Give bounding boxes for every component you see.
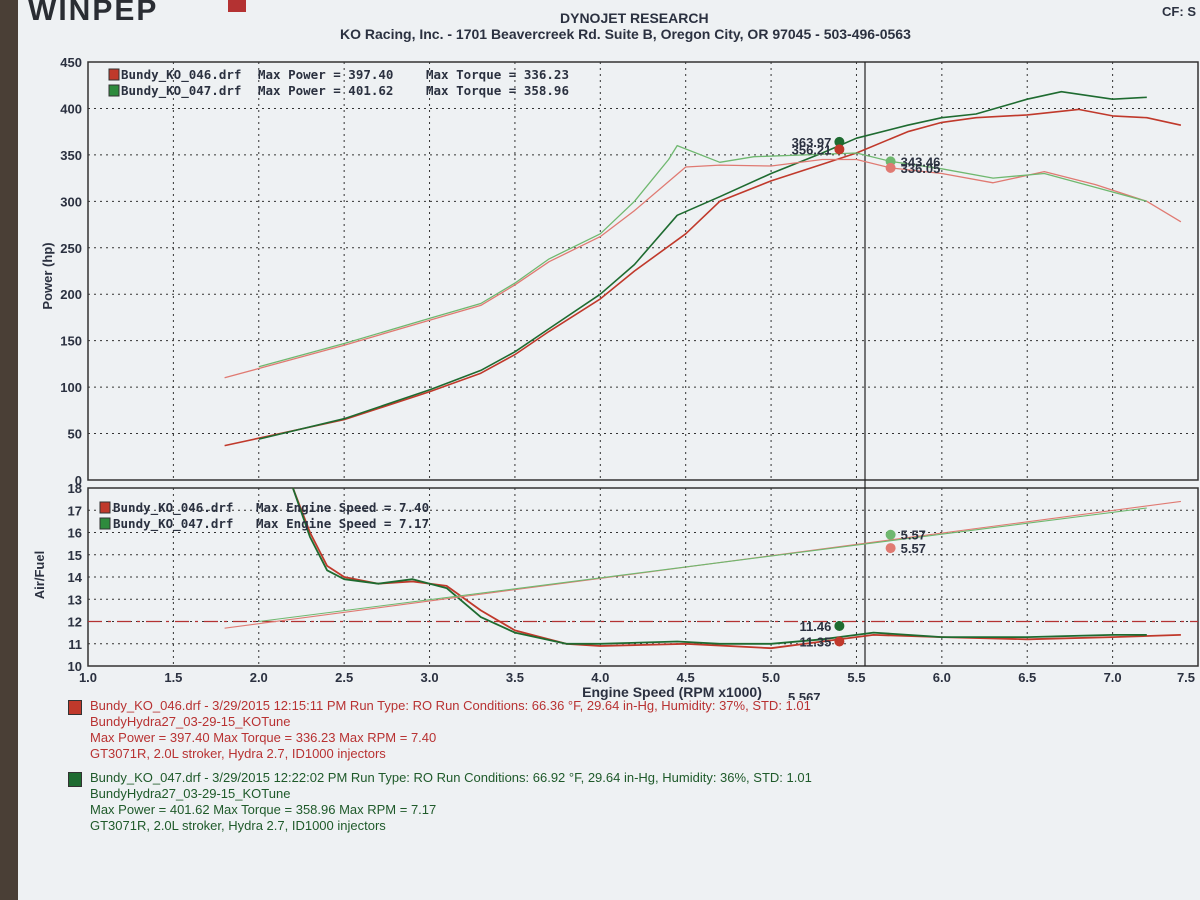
x-tick-label: 6.5 — [1018, 670, 1036, 685]
run-047-line4: GT3071R, 2.0L stroker, Hydra 2.7, ID1000… — [90, 818, 386, 833]
power-marker-label: 356.21 — [792, 142, 832, 157]
run-detail-047: Bundy_KO_047.drf - 3/29/2015 12:22:02 PM… — [68, 770, 812, 834]
afr-tick-label: 16 — [68, 526, 82, 541]
afr-tick-label: 15 — [68, 548, 82, 563]
afr-marker-dot — [885, 529, 896, 540]
power-tick-label: 300 — [60, 194, 82, 209]
x-tick-label: 3.5 — [506, 670, 524, 685]
run-046-line2: BundyHydra27_03-29-15_KOTune — [90, 714, 291, 729]
power-grid — [87, 61, 1199, 481]
power-marker-label: 336.05 — [901, 161, 941, 176]
x-tick-label: 7.5 — [1177, 670, 1195, 685]
torque-series-046 — [224, 158, 1182, 379]
winpep-logo: WINPEP — [28, 0, 159, 27]
legend-maxpower-046: Max Power = 397.40 — [258, 67, 393, 82]
power-series-046 — [224, 108, 1182, 447]
afr-legend-swatch-046 — [99, 501, 111, 514]
company-address: KO Racing, Inc. - 1701 Beavercreek Rd. S… — [340, 26, 911, 42]
run-swatch-047-icon — [68, 772, 82, 787]
correction-factor-label: CF: S — [1162, 4, 1196, 19]
x-tick-label: 2.0 — [250, 670, 268, 685]
power-tick-label: 150 — [60, 334, 82, 349]
logo-mark-icon — [228, 0, 246, 12]
run-details: Bundy_KO_046.drf - 3/29/2015 12:15:11 PM… — [68, 698, 812, 842]
afr-tick-label: 18 — [68, 481, 82, 496]
afr-marker-label: 11.35 — [800, 635, 832, 650]
afr-legend-file-046: Bundy_KO_046.drf — [113, 500, 233, 516]
run-046-line3: Max Power = 397.40 Max Torque = 336.23 M… — [90, 730, 437, 745]
power-marker-label: 363.97 — [792, 135, 832, 150]
afr-legend-maxspeed-047: Max Engine Speed = 7.17 — [256, 516, 429, 531]
x-tick-label: 5.5 — [847, 670, 865, 685]
legend-file-046: Bundy_KO_046.drf — [121, 67, 241, 83]
legend-maxtorque-047: Max Torque = 358.96 — [426, 83, 569, 98]
afr-legend-file-047: Bundy_KO_047.drf — [113, 516, 233, 532]
afr-tick-label: 14 — [68, 570, 83, 585]
power-axis-title: Power (hp) — [40, 242, 55, 309]
torque-series-047 — [258, 144, 1147, 368]
legend-swatch-047 — [108, 84, 120, 97]
afr-marker-dot — [885, 543, 896, 554]
power-tick-label: 350 — [60, 148, 82, 163]
power-tick-label: 100 — [60, 380, 82, 395]
afr-legend: Bundy_KO_046.drf Max Engine Speed = 7.40… — [99, 500, 429, 532]
x-tick-label: 5.0 — [762, 670, 780, 685]
company-title: DYNOJET RESEARCH — [560, 10, 709, 26]
afr-legend-maxspeed-046: Max Engine Speed = 7.40 — [256, 500, 429, 515]
run-047-line1: Bundy_KO_047.drf - 3/29/2015 12:22:02 PM… — [90, 770, 812, 785]
afr-marker-dot — [834, 620, 845, 631]
afr-tick-label: 17 — [68, 503, 82, 518]
x-tick-label: 4.5 — [677, 670, 695, 685]
afr-marker-label: 11.46 — [800, 619, 832, 634]
afr-marker-dot — [834, 636, 845, 647]
x-tick-label: 2.5 — [335, 670, 353, 685]
legend-swatch-046 — [108, 68, 120, 81]
series-layer — [224, 62, 1182, 666]
power-marker-dot — [834, 136, 845, 147]
run-swatch-046-icon — [68, 700, 82, 715]
run-046-line4: GT3071R, 2.0L stroker, Hydra 2.7, ID1000… — [90, 746, 386, 761]
torn-paper-edge — [0, 0, 18, 900]
afr-marker-label: 5.57 — [901, 528, 926, 543]
power-marker-label: 343.46 — [901, 154, 941, 169]
afr-tick-label: 10 — [68, 659, 82, 674]
afr-tick-label: 12 — [68, 615, 82, 630]
x-tick-label: 6.0 — [933, 670, 951, 685]
x-tick-label: 3.0 — [420, 670, 438, 685]
x-tick-label: 1.5 — [164, 670, 182, 685]
run-detail-046: Bundy_KO_046.drf - 3/29/2015 12:15:11 PM… — [68, 698, 812, 762]
power-plot-frame — [87, 61, 1199, 481]
legend-maxpower-047: Max Power = 401.62 — [258, 83, 393, 98]
power-tick-label: 250 — [60, 241, 82, 256]
run-047-line3: Max Power = 401.62 Max Torque = 358.96 M… — [90, 802, 437, 817]
power-legend: Bundy_KO_046.drf Max Power = 397.40 Max … — [108, 67, 569, 99]
power-tick-label: 450 — [60, 55, 82, 70]
power-tick-label: 0 — [75, 473, 82, 488]
run-047-line2: BundyHydra27_03-29-15_KOTune — [90, 786, 291, 801]
power-tick-label: 400 — [60, 101, 82, 116]
afr-legend-swatch-047 — [99, 517, 111, 530]
x-tick-label: 7.0 — [1104, 670, 1122, 685]
afr-tick-label: 11 — [68, 637, 82, 652]
afr-marker-label: 5.57 — [901, 541, 926, 556]
x-tick-label: 4.0 — [591, 670, 609, 685]
afr-series-047 — [292, 487, 1147, 645]
legend-maxtorque-046: Max Torque = 336.23 — [426, 67, 569, 82]
x-tick-label: 1.0 — [79, 670, 97, 685]
power-tick-label: 50 — [68, 427, 82, 442]
run-046-line1: Bundy_KO_046.drf - 3/29/2015 12:15:11 PM… — [90, 698, 811, 713]
cursor-readout: 5.567 — [788, 690, 821, 700]
tick-layer: 0 50 100 150 200 250 300 350 400 450 10 11 12 13 14 15 1… — [60, 55, 1195, 685]
x-axis-title: Engine Speed (RPM x1000) — [582, 684, 762, 700]
power-marker-dot — [885, 162, 896, 173]
afr-tick-label: 13 — [68, 592, 82, 607]
legend-file-047: Bundy_KO_047.drf — [121, 83, 241, 99]
power-tick-label: 200 — [60, 287, 82, 302]
power-marker-dot — [834, 144, 845, 155]
afr-axis-title: Air/Fuel — [32, 551, 47, 599]
power-series-047 — [258, 90, 1147, 440]
engine-speed-series-047 — [258, 507, 1147, 623]
